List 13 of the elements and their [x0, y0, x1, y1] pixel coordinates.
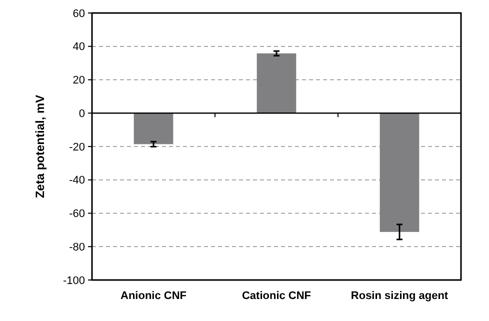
y-tick-label: -20 — [69, 141, 85, 154]
y-tick-label: -100 — [62, 274, 85, 287]
y-tick-label: 0 — [78, 108, 85, 120]
x-tick-label: Cationic CNF — [242, 290, 312, 302]
x-tick-label: Rosin sizing agent — [350, 290, 448, 302]
y-tick-label: 60 — [72, 8, 85, 20]
y-tick-label: -60 — [69, 208, 85, 220]
y-tick-label: 20 — [72, 74, 85, 87]
y-tick-label: -80 — [69, 241, 85, 254]
y-tick-label: 40 — [72, 41, 85, 54]
y-tick-label: -40 — [69, 174, 85, 187]
y-axis-title: Zeta potential, mV — [33, 94, 47, 198]
x-tick-label: Anionic CNF — [120, 290, 187, 302]
